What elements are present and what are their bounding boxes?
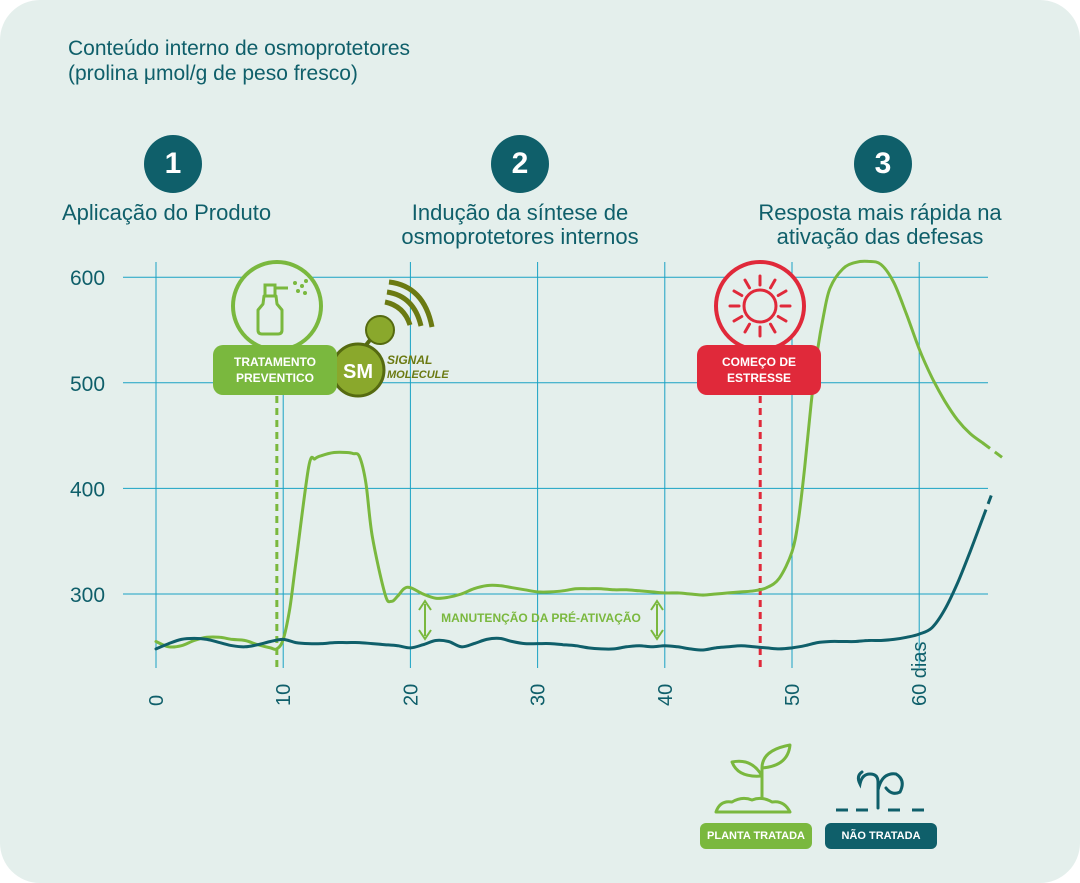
step-1-line-1: Aplicação do Produto (62, 200, 272, 225)
x-axis-ticks: 0 10 20 30 40 50 60 dias (146, 642, 931, 707)
annotation-arrows: MANUTENÇÃO DA PRÉ-ATIVAÇÃO (418, 599, 664, 641)
x-tick-label: 60 dias (909, 642, 931, 707)
step-3-number: 3 (854, 135, 912, 193)
treatment-label: TRATAMENTO PREVENTICO (213, 345, 337, 395)
step-2-line-1: Indução da síntese de (411, 200, 629, 225)
logo-mark: SM (343, 361, 373, 383)
x-tick-label: 20 (400, 684, 422, 706)
stress-label-line-1: COMEÇO DE (721, 355, 796, 369)
y-tick-label: 300 (70, 584, 105, 607)
step-1-text: Aplicação do Produto (62, 201, 282, 225)
logo-text-2: MOLECULE (387, 369, 449, 381)
series-lines (154, 259, 1008, 652)
step-3-text: Resposta mais rápida na ativação das def… (740, 201, 1020, 249)
wilted-plant-icon (836, 770, 924, 812)
arrow-right-icon (650, 599, 664, 641)
event-lines (275, 396, 762, 668)
x-tick-label: 30 (528, 684, 550, 706)
step-3-line-1: Resposta mais rápida na (758, 200, 1002, 225)
y-axis-ticks: 300 400 500 600 (70, 267, 105, 607)
x-tick-label: 50 (782, 684, 804, 706)
legend-untreated: NÃO TRATADA (825, 823, 937, 849)
series-treated (154, 259, 985, 651)
legend-treated: PLANTA TRATADA (700, 823, 812, 849)
x-tick-label: 0 (146, 695, 168, 706)
logo-text-1: SIGNAL (387, 353, 432, 367)
step-2-number: 2 (491, 135, 549, 193)
series-extension (981, 441, 1008, 463)
arrow-left-icon (418, 599, 432, 641)
step-2-line-2: osmoprotetores internos (401, 224, 639, 249)
step-1-number: 1 (144, 135, 202, 193)
chart-title: Conteúdo interno de osmoprotetores (prol… (68, 36, 410, 86)
annotation-text: MANUTENÇÃO DA PRÉ-ATIVAÇÃO (441, 610, 641, 625)
title-line-1: Conteúdo interno de osmoprotetores (68, 37, 411, 60)
treatment-label-line-1: TRATAMENTO (234, 355, 316, 369)
x-tick-label: 40 (655, 684, 677, 706)
treatment-label-line-2: PREVENTICO (235, 371, 314, 385)
sprout-icon (714, 743, 792, 814)
x-tick-label: 10 (273, 684, 295, 706)
series-extension (981, 489, 995, 519)
step-3-line-2: ativação das defesas (776, 224, 984, 249)
stress-label-line-2: ESTRESSE (726, 371, 792, 385)
sun-icon (714, 260, 806, 352)
y-tick-label: 600 (70, 267, 105, 290)
spray-bottle-icon (231, 260, 323, 352)
stress-label: COMEÇO DE ESTRESSE (697, 345, 821, 395)
y-tick-label: 500 (70, 373, 105, 396)
y-tick-label: 400 (70, 478, 105, 501)
signal-molecule-logo: SM SIGNAL MOLECULE (330, 279, 449, 398)
step-2-text: Indução da síntese de osmoprotetores int… (380, 201, 660, 249)
title-line-2: (prolina μmol/g de peso fresco) (68, 62, 358, 85)
series-untreated (154, 516, 985, 652)
